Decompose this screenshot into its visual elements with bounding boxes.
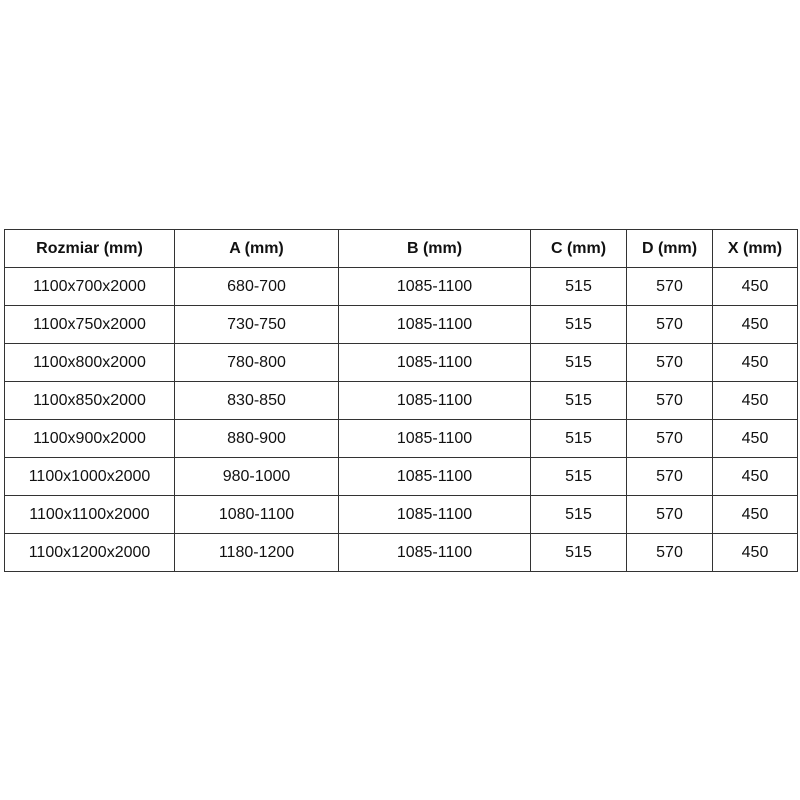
column-header: Rozmiar (mm) [4,229,175,268]
table-cell: 1080-1100 [174,495,339,534]
table-cell: 570 [626,381,713,420]
table-cell: 570 [626,343,713,382]
header-row: Rozmiar (mm) A (mm) B (mm) C (mm) D (mm) X (m… [4,229,798,268]
column-header: D (mm) [626,229,713,268]
column-header: C (mm) [530,229,627,268]
table-cell: 450 [712,305,798,344]
table-row: 1100x750x2000 730-750 1085-1100 515 570 450 [4,305,798,344]
table-cell: 1085-1100 [338,419,531,458]
table-cell: 450 [712,381,798,420]
table-row: 1100x700x2000 680-700 1085-1100 515 570 450 [4,267,798,306]
table-cell: 515 [530,381,627,420]
table-row: 1100x1100x2000 1080-1100 1085-1100 515 570 45… [4,495,798,534]
table-row: 1100x900x2000 880-900 1085-1100 515 570 450 [4,419,798,458]
table-cell: 1085-1100 [338,343,531,382]
table-cell: 515 [530,533,627,572]
table-cell: 1085-1100 [338,267,531,306]
table-cell: 450 [712,533,798,572]
table-row: 1100x1000x2000 980-1000 1085-1100 515 570 450 [4,457,798,496]
table-cell: 880-900 [174,419,339,458]
table-cell: 450 [712,267,798,306]
table-cell: 450 [712,419,798,458]
table-cell: 1100x900x2000 [4,419,175,458]
table-cell: 450 [712,457,798,496]
table-cell: 570 [626,457,713,496]
table-cell: 515 [530,457,627,496]
table-cell: 570 [626,419,713,458]
table-cell: 1085-1100 [338,305,531,344]
table-cell: 1100x1100x2000 [4,495,175,534]
table-cell: 515 [530,305,627,344]
table-cell: 515 [530,419,627,458]
table-cell: 1100x750x2000 [4,305,175,344]
column-header: B (mm) [338,229,531,268]
table-cell: 450 [712,495,798,534]
table-cell: 515 [530,343,627,382]
table-cell: 450 [712,343,798,382]
table-row: 1100x850x2000 830-850 1085-1100 515 570 450 [4,381,798,420]
table-cell: 1085-1100 [338,457,531,496]
table-cell: 1100x850x2000 [4,381,175,420]
dimensions-table: Rozmiar (mm) A (mm) B (mm) C (mm) D (mm) X (m… [4,229,798,572]
table-cell: 1100x700x2000 [4,267,175,306]
column-header: X (mm) [712,229,798,268]
table-cell: 780-800 [174,343,339,382]
table-cell: 515 [530,267,627,306]
table-cell: 830-850 [174,381,339,420]
table-cell: 570 [626,305,713,344]
table-cell: 515 [530,495,627,534]
table-row: 1100x800x2000 780-800 1085-1100 515 570 450 [4,343,798,382]
table-cell: 730-750 [174,305,339,344]
table-cell: 980-1000 [174,457,339,496]
table-cell: 1180-1200 [174,533,339,572]
table-cell: 1100x1200x2000 [4,533,175,572]
table-cell: 570 [626,267,713,306]
table-cell: 1085-1100 [338,533,531,572]
table-cell: 1085-1100 [338,381,531,420]
table-cell: 570 [626,495,713,534]
table-cell: 1100x800x2000 [4,343,175,382]
column-header: A (mm) [174,229,339,268]
table-cell: 1100x1000x2000 [4,457,175,496]
table-row: 1100x1200x2000 1180-1200 1085-1100 515 570 45… [4,533,798,572]
table-cell: 1085-1100 [338,495,531,534]
table-cell: 570 [626,533,713,572]
table-cell: 680-700 [174,267,339,306]
